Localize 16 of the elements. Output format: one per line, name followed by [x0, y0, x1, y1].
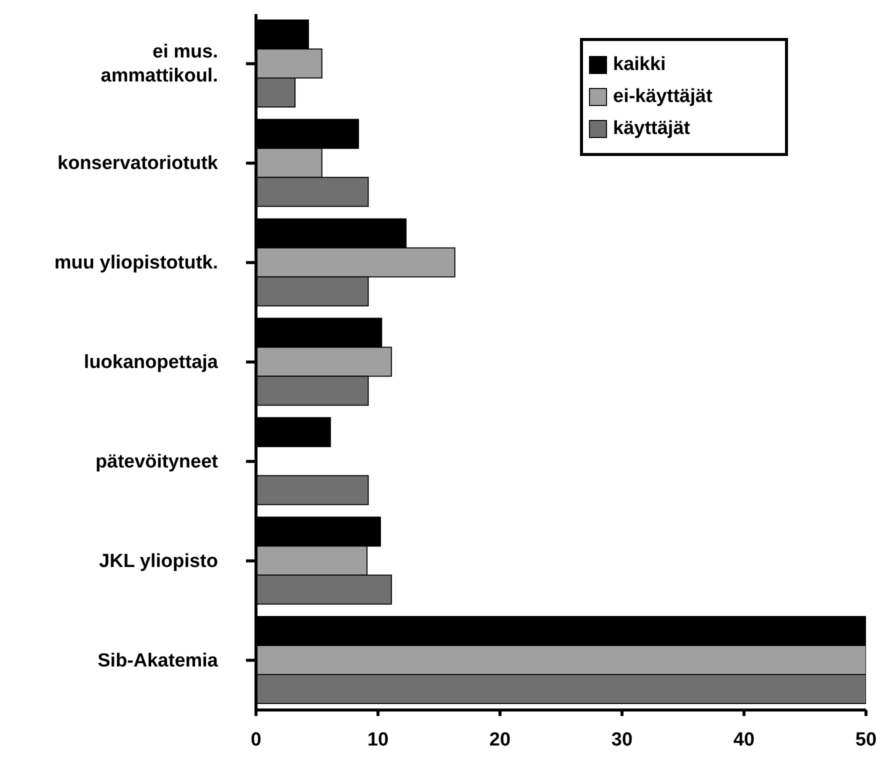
x-tick-label: 20: [489, 729, 511, 750]
y-tick-label: ei mus. ammattikoul.: [100, 42, 218, 87]
x-tick-label: 30: [611, 729, 633, 750]
x-tick-label: 40: [733, 729, 755, 750]
y-tick-label: pätevöityneet: [96, 451, 219, 472]
x-tick-label: 10: [367, 729, 389, 750]
legend-label: kaikki: [613, 54, 666, 76]
legend-label: käyttäjät: [613, 118, 690, 140]
x-tick-label: 0: [250, 729, 262, 750]
y-tick-label: luokanopettaja: [84, 352, 218, 373]
y-tick-label: konservatoriotutk: [58, 153, 218, 174]
y-tick-label: muu yliopistotutk.: [54, 252, 218, 274]
y-tick-label: JKL yliopisto: [99, 550, 218, 572]
y-tick-label: Sib-Akatemia: [98, 650, 218, 672]
legend-label: ei-käyttäjät: [613, 86, 712, 108]
x-tick-label: 50: [855, 729, 877, 750]
